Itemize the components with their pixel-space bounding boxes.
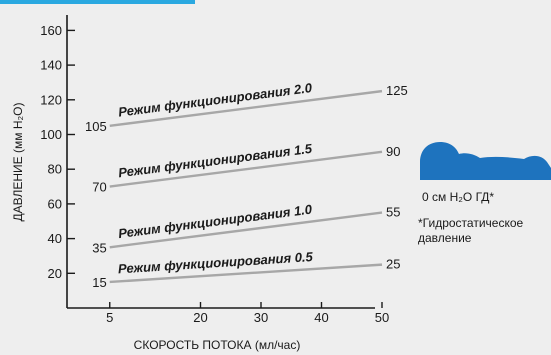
y-tick-label: 80 [48, 162, 62, 177]
series-line [109, 263, 383, 284]
series-name-label: Режим функционирования 2.0 [117, 80, 313, 120]
y-tick-label: 60 [48, 196, 62, 211]
series-start-label: 70 [92, 180, 106, 195]
series-start-label: 105 [85, 119, 107, 134]
x-ticks: 5 20 30 40 50 [106, 302, 389, 325]
y-tick-label: 140 [40, 58, 62, 73]
patient-lying-icon [420, 142, 551, 180]
series-name-label: Режим функционирования 1.0 [117, 201, 313, 241]
patient-figure [420, 142, 551, 180]
series-name-label: Режим функционирования 1.5 [117, 141, 313, 181]
y-tick-label: 100 [40, 127, 62, 142]
hydrostatic-caption: 0 см H₂O ГД* [422, 190, 495, 204]
series-line [109, 211, 383, 249]
y-tick-label: 20 [48, 266, 62, 281]
y-axis-label: ДАВЛЕНИЕ (мм H₂O) [11, 103, 25, 222]
x-tick-label: 20 [193, 310, 207, 325]
x-tick-label: 5 [106, 310, 113, 325]
series-end-label: 25 [386, 257, 400, 272]
series-start-label: 35 [92, 240, 106, 255]
x-tick-label: 40 [314, 310, 328, 325]
series-start-label: 15 [92, 275, 106, 290]
series-line [109, 150, 383, 188]
series-group: 15 25 Режим функционирования 0.5 35 55 Режим … [85, 80, 408, 290]
y-tick-label: 160 [40, 23, 62, 38]
footnote-line-2: давление [418, 231, 472, 245]
series-name-label: Режим функционирования 0.5 [117, 249, 313, 276]
series-end-label: 125 [386, 83, 408, 98]
y-tick-label: 40 [48, 231, 62, 246]
series-end-label: 55 [386, 205, 400, 220]
x-tick-label: 30 [254, 310, 268, 325]
series-end-label: 90 [386, 144, 400, 159]
top-accent-bar [0, 0, 195, 4]
x-axis-label: СКОРОСТЬ ПОТОКА (мл/час) [134, 338, 301, 352]
y-tick-label: 120 [40, 92, 62, 107]
y-ticks: 20 40 60 80 100 120 140 160 [40, 23, 75, 281]
x-tick-label: 50 [375, 310, 389, 325]
series-line [109, 89, 383, 128]
footnote-line-1: *Гидростатическое [418, 216, 524, 230]
